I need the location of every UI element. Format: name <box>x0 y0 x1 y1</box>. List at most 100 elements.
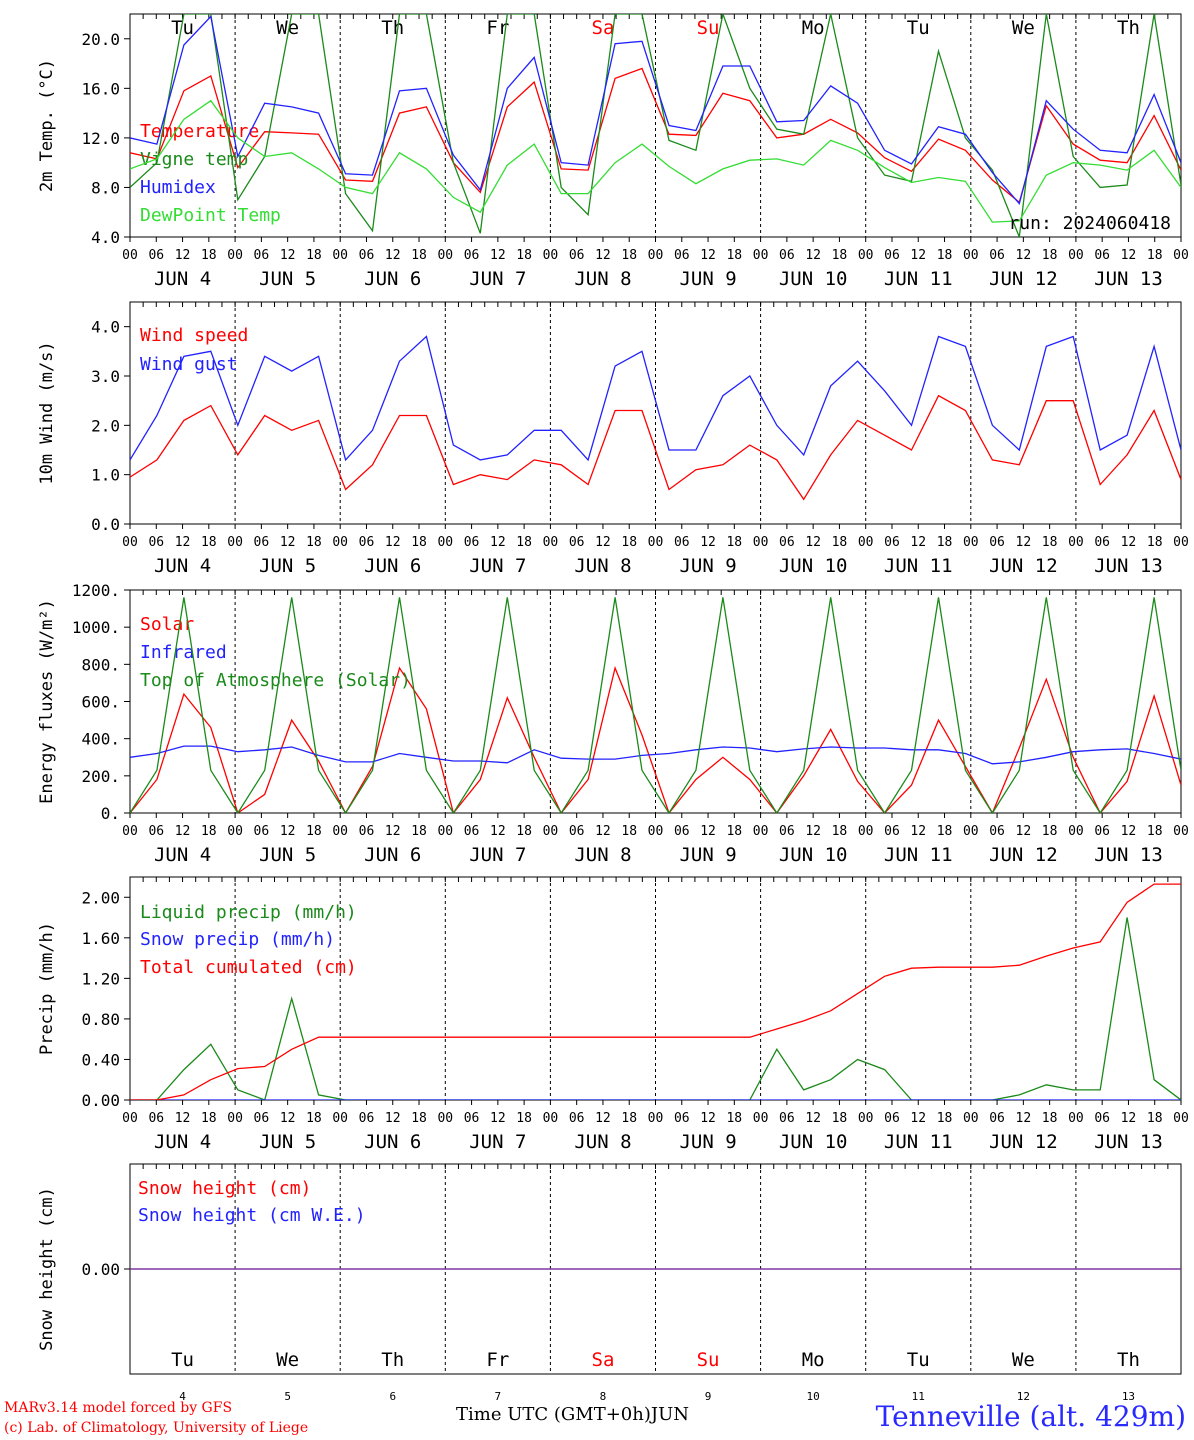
y-tick-label: 1.60 <box>81 929 120 948</box>
day-number-label: 4 <box>179 1390 186 1403</box>
hour-tick-label: 12 <box>1016 824 1032 839</box>
hour-tick-label: 06 <box>148 535 164 550</box>
legend-entry: Snow height (cm) <box>138 1178 311 1199</box>
hour-tick-label: 06 <box>884 824 900 839</box>
hour-tick-label: 12 <box>385 824 401 839</box>
date-label: JUN 4 <box>154 1131 211 1153</box>
y-tick-label: 0. <box>101 804 120 823</box>
legend-entry: Wind gust <box>140 354 238 375</box>
hour-tick-label: 00 <box>963 248 979 263</box>
hour-tick-label: 12 <box>280 824 296 839</box>
hour-tick-label: 00 <box>753 1111 769 1126</box>
hour-tick-label: 18 <box>1147 1111 1163 1126</box>
series-line <box>130 14 1181 237</box>
hour-tick-label: 06 <box>359 535 375 550</box>
hour-tick-label: 18 <box>937 1111 953 1126</box>
weekday-label: Sa <box>592 1349 615 1371</box>
hour-tick-label: 00 <box>227 824 243 839</box>
hour-tick-label: 18 <box>832 248 848 263</box>
hour-tick-label: 06 <box>569 535 585 550</box>
legend-entry: Snow precip (mm/h) <box>140 929 335 950</box>
hour-tick-label: 12 <box>1121 535 1137 550</box>
date-label: JUN 11 <box>884 1131 953 1153</box>
hour-tick-label: 00 <box>227 248 243 263</box>
hour-tick-label: 18 <box>832 1111 848 1126</box>
hour-tick-label: 06 <box>884 248 900 263</box>
hour-tick-label: 00 <box>437 248 453 263</box>
hour-tick-label: 12 <box>910 824 926 839</box>
hour-tick-label: 06 <box>464 248 480 263</box>
hour-tick-label: 06 <box>464 824 480 839</box>
date-label: JUN 8 <box>574 268 631 290</box>
hour-tick-label: 06 <box>779 824 795 839</box>
weekday-label: Fr <box>486 17 509 39</box>
hour-tick-label: 12 <box>490 535 506 550</box>
hour-tick-label: 00 <box>1173 824 1189 839</box>
date-label: JUN 5 <box>259 1131 316 1153</box>
y-axis-label: Precip (mm/h) <box>37 922 57 1055</box>
hour-tick-label: 00 <box>858 248 874 263</box>
date-label: JUN 9 <box>679 844 736 866</box>
hour-tick-label: 00 <box>963 1111 979 1126</box>
legend-entry: Wind speed <box>140 325 248 346</box>
station-name: Tenneville (alt. 429m) <box>875 1400 1186 1433</box>
hour-tick-label: 12 <box>595 535 611 550</box>
hour-tick-label: 18 <box>726 1111 742 1126</box>
hour-tick-label: 18 <box>306 248 322 263</box>
date-label: JUN 4 <box>154 268 211 290</box>
hour-tick-label: 06 <box>569 248 585 263</box>
hour-tick-label: 06 <box>254 248 270 263</box>
weekday-label: Mo <box>802 17 825 39</box>
hour-tick-label: 18 <box>1147 248 1163 263</box>
y-axis-label: Snow height (cm) <box>37 1187 57 1351</box>
legend-entry: Solar <box>140 614 194 635</box>
hour-tick-label: 00 <box>648 1111 664 1126</box>
hour-tick-label: 18 <box>832 824 848 839</box>
hour-tick-label: 00 <box>437 1111 453 1126</box>
hour-tick-label: 12 <box>910 1111 926 1126</box>
y-tick-label: 4.0 <box>91 228 120 247</box>
weekday-label: We <box>276 1349 299 1371</box>
hour-tick-label: 18 <box>1042 535 1058 550</box>
date-label: JUN 9 <box>679 1131 736 1153</box>
hour-tick-label: 18 <box>411 1111 427 1126</box>
day-number-label: 8 <box>600 1390 607 1403</box>
weekday-label: Mo <box>802 1349 825 1371</box>
weekday-label: Tu <box>171 17 194 39</box>
legend-entry: Snow height (cm W.E.) <box>138 1205 366 1226</box>
hour-tick-label: 12 <box>910 248 926 263</box>
hour-tick-label: 00 <box>1068 248 1084 263</box>
hour-tick-label: 00 <box>332 535 348 550</box>
y-tick-label: 0.40 <box>81 1050 120 1069</box>
series-line <box>130 67 1181 204</box>
date-label: JUN 8 <box>574 844 631 866</box>
hour-tick-label: 18 <box>1042 1111 1058 1126</box>
date-label: JUN 13 <box>1094 555 1163 577</box>
y-tick-label: 0.00 <box>81 1091 120 1110</box>
hour-tick-label: 18 <box>306 1111 322 1126</box>
hour-tick-label: 00 <box>648 824 664 839</box>
hour-tick-label: 00 <box>332 248 348 263</box>
series-line <box>130 335 1181 462</box>
hour-tick-label: 18 <box>726 535 742 550</box>
hour-tick-label: 00 <box>122 1111 138 1126</box>
hour-tick-label: 18 <box>621 248 637 263</box>
day-number-label: 5 <box>284 1390 291 1403</box>
hour-tick-label: 18 <box>621 535 637 550</box>
day-number-label: 12 <box>1017 1390 1030 1403</box>
day-number-label: 7 <box>495 1390 502 1403</box>
hour-tick-label: 12 <box>805 824 821 839</box>
hour-tick-label: 12 <box>175 824 191 839</box>
date-label: JUN 11 <box>884 844 953 866</box>
series-line <box>130 665 1181 813</box>
date-label: JUN 8 <box>574 555 631 577</box>
hour-tick-label: 06 <box>464 535 480 550</box>
hour-tick-label: 00 <box>122 535 138 550</box>
hour-tick-label: 06 <box>148 248 164 263</box>
hour-tick-label: 18 <box>621 1111 637 1126</box>
hour-tick-label: 00 <box>753 535 769 550</box>
date-label: JUN 4 <box>154 555 211 577</box>
hour-tick-label: 12 <box>280 535 296 550</box>
hour-tick-label: 00 <box>1068 535 1084 550</box>
